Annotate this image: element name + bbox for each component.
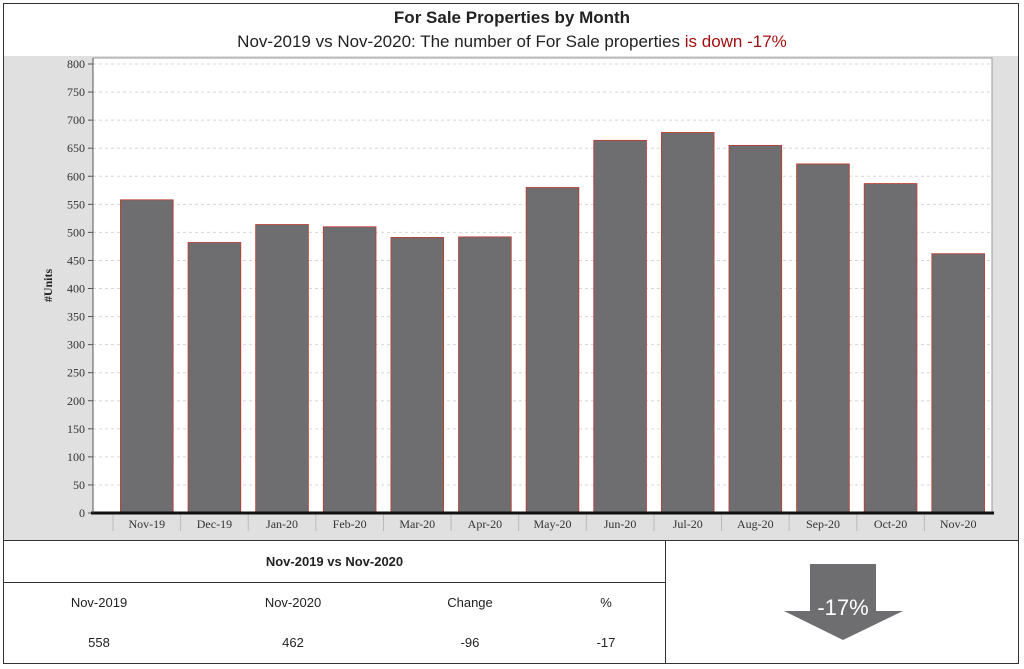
x-tick-label: Apr-20: [468, 517, 502, 531]
bar: [120, 199, 174, 514]
y-tick-label: 500: [67, 225, 85, 239]
header-cell: Nov-2019: [70, 595, 128, 610]
header-cell: %: [600, 595, 612, 610]
x-tick-label: Feb-20: [333, 517, 367, 531]
subtitle-highlight: is down -17%: [684, 32, 787, 51]
y-tick-label: 550: [67, 197, 85, 211]
x-tick-label: Dec-19: [197, 517, 232, 531]
header-cell: Nov-2020: [264, 595, 322, 610]
x-tick-label: Jul-20: [673, 517, 703, 531]
bar: [593, 139, 647, 514]
y-tick-label: 100: [67, 450, 85, 464]
y-tick-label: 800: [67, 57, 85, 71]
header-cell: Change: [447, 595, 493, 610]
x-tick-label: Oct-20: [874, 517, 907, 531]
y-tick-label: 450: [67, 253, 85, 267]
y-tick-label: 600: [67, 169, 85, 183]
change-indicator: -17%: [666, 541, 1018, 663]
y-tick-label: 400: [67, 282, 85, 296]
y-tick-label: 300: [67, 338, 85, 352]
bar: [728, 144, 783, 514]
bar: [390, 237, 445, 514]
bar: [931, 253, 985, 514]
x-tick-label: Jun-20: [604, 517, 637, 531]
down-arrow-icon: -17%: [784, 564, 903, 640]
bar: [458, 236, 512, 514]
arrow-shape: [784, 564, 903, 640]
chart-title: For Sale Properties by Month: [393, 8, 631, 27]
y-tick-label: 750: [67, 85, 85, 99]
comparison-table: Nov-2019 vs Nov-2020 Nov-2019 Nov-2020 C…: [4, 541, 666, 663]
bar: [796, 163, 850, 514]
x-tick-label: Sep-20: [806, 517, 840, 531]
value-cell: 462: [282, 635, 304, 650]
bar: [525, 187, 580, 514]
value-cell: -17: [596, 635, 616, 650]
subtitle-text: Nov-2019 vs Nov-2020: The number of For …: [237, 32, 685, 51]
y-tick-label: 200: [67, 394, 85, 408]
x-tick-label: Jan-20: [266, 517, 298, 531]
bar: [187, 242, 242, 514]
comparison-header-row: Nov-2019 Nov-2020 Change %: [4, 583, 665, 623]
y-tick-label: 50: [73, 478, 85, 492]
x-tick-label: Aug-20: [737, 517, 774, 531]
bar: [863, 183, 918, 514]
y-tick-label: 650: [67, 141, 85, 155]
chart-subtitle: Nov-2019 vs Nov-2020: The number of For …: [0, 32, 1024, 52]
bar: [660, 132, 715, 514]
y-tick-label: 700: [67, 113, 85, 127]
y-axis-label: #Units: [41, 269, 55, 303]
x-tick-label: Nov-19: [128, 517, 165, 531]
comparison-heading: Nov-2019 vs Nov-2020: [4, 541, 665, 583]
value-cell: -96: [460, 635, 480, 650]
y-tick-label: 0: [79, 506, 85, 520]
report-frame: [3, 3, 1019, 664]
y-tick-label: 150: [67, 422, 85, 436]
comparison-value-row: 558 462 -96 -17: [4, 623, 665, 663]
x-tick-label: May-20: [534, 517, 572, 531]
change-percent-label: -17%: [817, 595, 868, 620]
x-tick-label: Mar-20: [399, 517, 435, 531]
bar: [255, 224, 309, 514]
y-tick-label: 250: [67, 366, 85, 380]
y-tick-label: 350: [67, 310, 85, 324]
x-tick-label: Nov-20: [940, 517, 977, 531]
value-cell: 558: [88, 635, 110, 650]
bar: [322, 226, 377, 514]
divider: [4, 540, 1018, 541]
